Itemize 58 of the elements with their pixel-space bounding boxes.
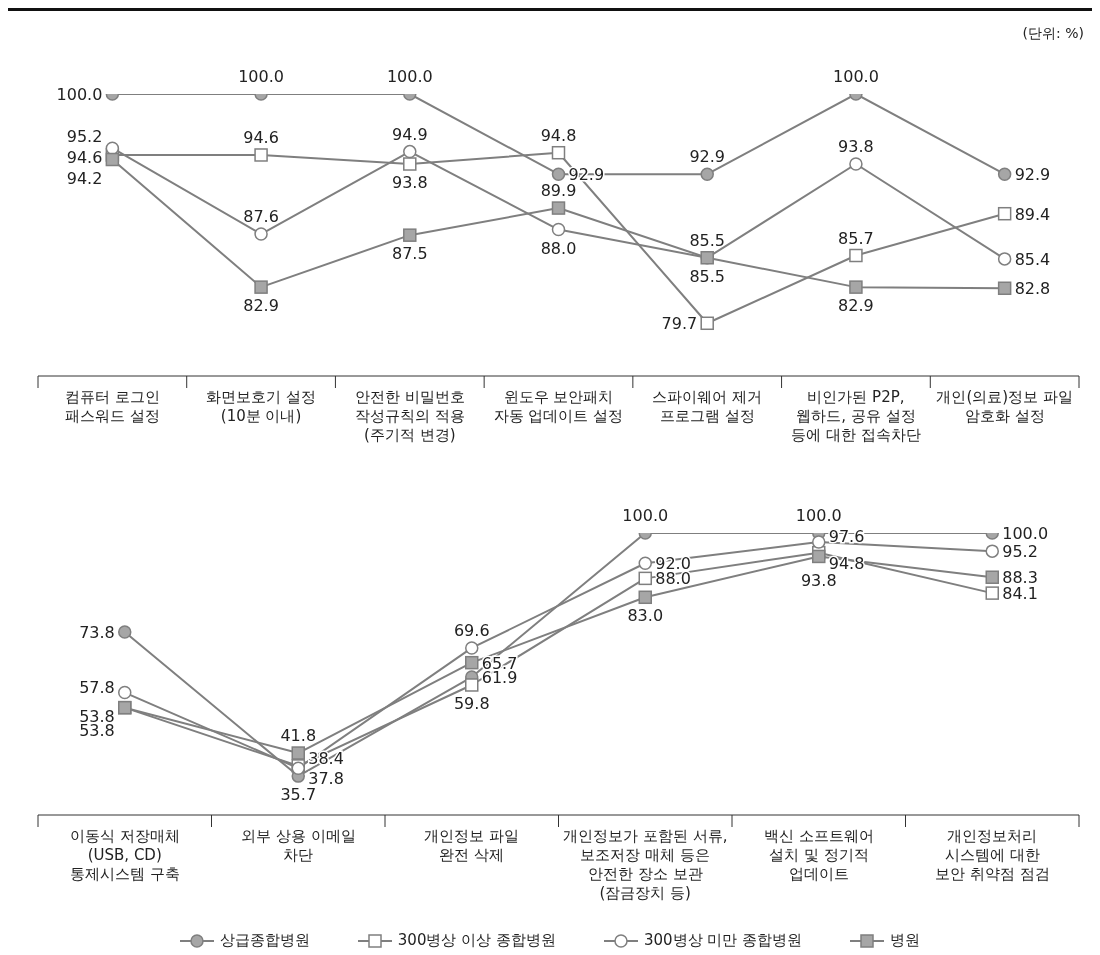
x-tick-label: 스파이웨어 제거 프로그램 설정 <box>652 388 763 425</box>
data-label: 92.9 <box>689 147 726 167</box>
data-label: 87.6 <box>243 207 279 227</box>
text: (단위: %) <box>1022 25 1084 43</box>
x-tick-label: 외부 상용 이메일 차단 <box>240 827 356 864</box>
x-tick-label: 윈도우 보안패치 자동 업데이트 설정 <box>493 388 624 425</box>
x-tick-label: 이동식 저장매체 (USB, CD) 통제시스템 구축 <box>69 827 180 883</box>
data-label: 88.0 <box>540 238 577 258</box>
data-label: 61.9 <box>481 668 518 688</box>
legend-label: 300병상 이상 종합병원 <box>397 931 556 950</box>
data-label: 93.8 <box>800 571 837 591</box>
data-label: 41.8 <box>280 726 317 746</box>
data-label: 85.5 <box>689 266 726 286</box>
x-tick-label: 백신 소프트웨어 설치 및 정기적 업데이트 <box>763 827 874 883</box>
data-label: 100.0 <box>56 85 103 104</box>
data-label: 94.6 <box>243 127 279 147</box>
data-label: 82.9 <box>838 296 874 316</box>
data-label: 94.8 <box>540 125 577 145</box>
data-label: 94.6 <box>66 147 103 167</box>
legend-label: 병원 <box>890 931 921 950</box>
x-tick-label: 개인정보가 포함된 서류, 보조저장 매체 등은 안전한 장소 보관 (잠금장치 등) <box>563 827 728 902</box>
data-label: 100.0 <box>622 506 669 525</box>
data-label: 95.2 <box>1002 542 1038 562</box>
legend-label: 상급종합병원 <box>219 931 310 950</box>
data-label: 85.5 <box>689 230 726 250</box>
data-label: 57.8 <box>79 677 115 697</box>
x-tick-label: 안전한 비밀번호 작성규칙의 적용 (주기적 변경) <box>354 388 465 444</box>
x-tick-label: 개인(의료)정보 파일 암호화 설정 <box>936 388 1073 425</box>
data-label: 83.0 <box>627 606 664 626</box>
x-tick-label: 개인정보 파일 완전 삭제 <box>424 827 520 864</box>
data-label: 100.0 <box>1002 524 1049 543</box>
data-label: 100.0 <box>386 67 433 86</box>
data-label: 93.8 <box>391 173 428 193</box>
data-label: 93.8 <box>838 137 874 157</box>
data-label: 95.2 <box>66 127 103 147</box>
x-tick-label: 컴퓨터 로그인 패스워드 설정 <box>64 388 160 425</box>
data-label: 100.0 <box>833 67 879 86</box>
data-label: 94.9 <box>391 124 428 144</box>
data-label: 82.8 <box>1014 279 1051 299</box>
data-label: 85.4 <box>1014 249 1051 269</box>
x-tick-label: 개인정보처리 시스템에 대한 보안 취약점 점검 <box>934 827 1050 883</box>
data-label: 88.0 <box>655 569 691 589</box>
data-label: 89.4 <box>1014 204 1051 224</box>
data-label: 85.7 <box>838 228 874 248</box>
data-label: 92.9 <box>1014 165 1051 185</box>
data-label: 82.9 <box>243 296 279 316</box>
x-tick-label: 화면보호기 설정 (10분 이내) <box>206 388 316 425</box>
legend-label: 300병상 미만 종합병원 <box>644 931 803 950</box>
data-label: 89.9 <box>540 181 577 201</box>
data-label: 100.0 <box>795 506 842 525</box>
data-label: 69.6 <box>453 620 490 640</box>
data-label: 94.2 <box>66 168 103 188</box>
data-label: 59.8 <box>453 693 490 713</box>
data-label: 79.7 <box>661 314 698 334</box>
x-tick-label: 비인가된 P2P, 웹하드, 공유 설정 등에 대한 접속차단 <box>791 388 921 444</box>
data-label: 100.0 <box>238 67 284 86</box>
data-label: 73.8 <box>79 623 115 643</box>
data-label: 87.5 <box>391 244 428 264</box>
